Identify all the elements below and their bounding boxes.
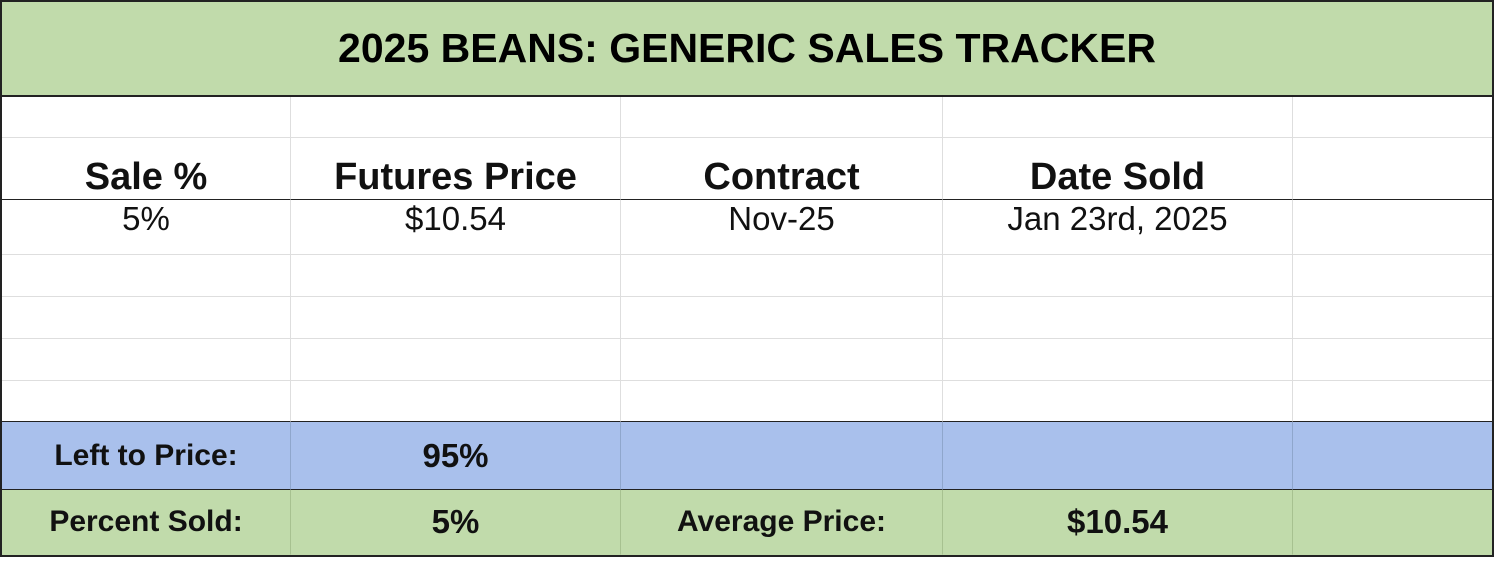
cell xyxy=(621,97,943,138)
summary-cell xyxy=(943,422,1293,490)
data-cell xyxy=(2,339,291,381)
cell xyxy=(2,97,291,138)
data-cell xyxy=(621,297,943,339)
header-cell: Futures Price xyxy=(291,138,621,200)
summary-cell: Left to Price: xyxy=(2,422,291,490)
header-cell: Date Sold xyxy=(943,138,1293,200)
summary-cell: $10.54 xyxy=(943,490,1293,555)
data-cell xyxy=(2,381,291,422)
cell xyxy=(291,97,621,138)
data-cell xyxy=(943,255,1293,297)
data-cell xyxy=(291,297,621,339)
data-cell xyxy=(291,381,621,422)
cell xyxy=(943,97,1293,138)
data-cell xyxy=(1293,200,1492,255)
summary-cell: 95% xyxy=(291,422,621,490)
summary-cell xyxy=(621,422,943,490)
summary-cell: 5% xyxy=(291,490,621,555)
data-cell xyxy=(291,255,621,297)
header-cell: Contract xyxy=(621,138,943,200)
data-cell: Nov-25 xyxy=(621,200,943,255)
summary-cell xyxy=(1293,490,1492,555)
data-cell xyxy=(291,339,621,381)
data-cell xyxy=(621,255,943,297)
summary-cell: Percent Sold: xyxy=(2,490,291,555)
data-cell xyxy=(1293,339,1492,381)
data-cell xyxy=(943,297,1293,339)
data-cell: 5% xyxy=(2,200,291,255)
summary-cell: Average Price: xyxy=(621,490,943,555)
data-cell xyxy=(621,339,943,381)
data-cell xyxy=(2,297,291,339)
data-cell xyxy=(1293,381,1492,422)
cell xyxy=(1293,97,1492,138)
data-cell xyxy=(943,339,1293,381)
data-cell xyxy=(2,255,291,297)
data-cell xyxy=(943,381,1293,422)
data-cell: Jan 23rd, 2025 xyxy=(943,200,1293,255)
header-cell xyxy=(1293,138,1492,200)
header-cell: Sale % xyxy=(2,138,291,200)
data-cell xyxy=(1293,297,1492,339)
sheet-title: 2025 BEANS: GENERIC SALES TRACKER xyxy=(2,2,1492,97)
data-cell xyxy=(1293,255,1492,297)
data-cell xyxy=(621,381,943,422)
data-cell: $10.54 xyxy=(291,200,621,255)
summary-cell xyxy=(1293,422,1492,490)
